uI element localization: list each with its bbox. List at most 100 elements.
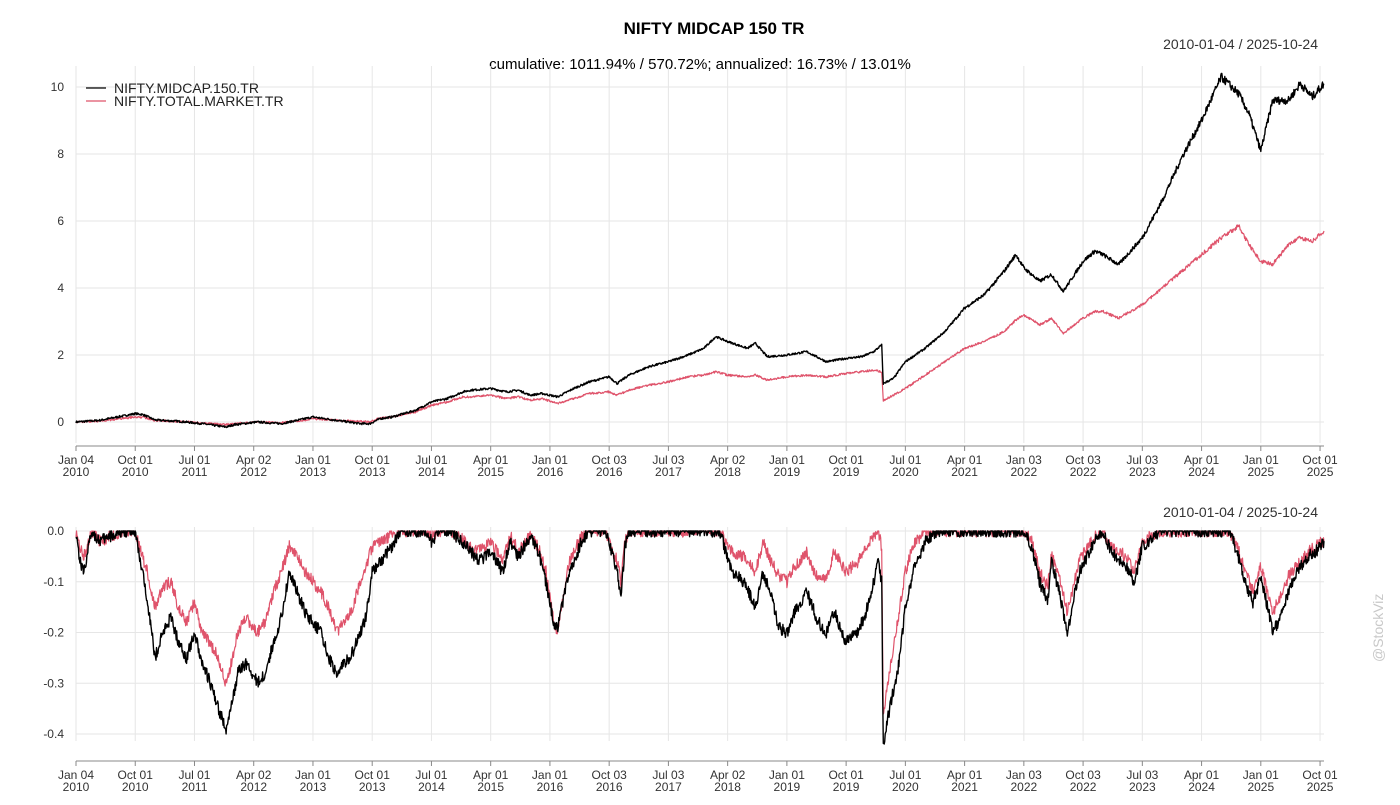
x-tick-year-label: 2022: [1010, 780, 1037, 794]
x-tick-label: Oct 01: [828, 768, 864, 782]
x-tick-label: Jul 01: [178, 768, 210, 782]
series-line-total-market: [75, 224, 1325, 427]
x-tick-year-label: 2018: [714, 780, 741, 794]
x-tick-label: Jan 01: [532, 453, 568, 467]
x-tick-label: Oct 01: [1302, 453, 1338, 467]
x-tick-label: Jul 03: [1126, 453, 1158, 467]
top-panel-series: [75, 72, 1325, 429]
x-tick-year-label: 2022: [1070, 465, 1097, 479]
y-tick-label: 6: [57, 214, 64, 228]
x-tick-year-label: 2010: [122, 780, 149, 794]
x-tick-label: Oct 03: [591, 768, 627, 782]
x-tick-year-label: 2010: [122, 465, 149, 479]
x-tick-label: Jan 04: [58, 768, 94, 782]
x-tick-year-label: 2011: [182, 780, 208, 794]
x-tick-label: Jan 01: [1243, 453, 1279, 467]
x-tick-year-label: 2010: [63, 465, 90, 479]
top-panel-y-axis: 0 2 4 6 8 10: [51, 80, 65, 429]
x-tick-label: Jul 01: [178, 453, 210, 467]
x-tick-year-label: 2023: [1129, 465, 1156, 479]
y-tick-label: -0.1: [43, 575, 64, 589]
x-tick-year-label: 2023: [1129, 780, 1156, 794]
x-tick-year-label: 2013: [359, 465, 386, 479]
x-tick-year-label: 2022: [1010, 465, 1037, 479]
x-tick-year-label: 2024: [1188, 780, 1215, 794]
x-tick-label: Oct 01: [118, 453, 154, 467]
x-tick-label: Jan 01: [295, 768, 331, 782]
x-tick-label: Jan 04: [58, 453, 94, 467]
top-panel-grid: [75, 66, 1324, 443]
bottom-panel-series: [75, 530, 1325, 745]
x-tick-year-label: 2016: [596, 780, 623, 794]
x-tick-year-label: 2014: [418, 465, 445, 479]
chart-title: NIFTY MIDCAP 150 TR: [624, 19, 805, 38]
x-tick-year-label: 2013: [300, 780, 327, 794]
x-tick-label: Oct 03: [1065, 768, 1101, 782]
x-tick-year-label: 2025: [1247, 465, 1274, 479]
x-tick-label: Jul 03: [652, 768, 684, 782]
bottom-panel-y-axis: 0.0 -0.1 -0.2 -0.3 -0.4: [43, 524, 64, 741]
x-tick-year-label: 2015: [477, 465, 504, 479]
series-line-midcap: [75, 530, 1325, 745]
x-tick-year-label: 2016: [537, 465, 564, 479]
legend: NIFTY.MIDCAP.150.TR NIFTY.TOTAL.MARKET.T…: [86, 80, 284, 109]
x-tick-label: Oct 01: [828, 453, 864, 467]
x-tick-label: Oct 01: [118, 768, 154, 782]
x-tick-year-label: 2014: [418, 780, 445, 794]
x-tick-label: Jan 03: [1006, 453, 1042, 467]
x-tick-label: Jan 01: [295, 453, 331, 467]
legend-label-total-market: NIFTY.TOTAL.MARKET.TR: [114, 93, 284, 109]
x-tick-year-label: 2012: [240, 465, 267, 479]
x-tick-year-label: 2020: [892, 780, 919, 794]
x-tick-label: Apr 01: [1184, 453, 1220, 467]
y-tick-label: 4: [57, 281, 64, 295]
x-tick-year-label: 2021: [951, 780, 978, 794]
x-tick-year-label: 2017: [655, 465, 682, 479]
x-tick-year-label: 2010: [63, 780, 90, 794]
x-tick-label: Apr 02: [236, 453, 272, 467]
x-tick-year-label: 2025: [1307, 780, 1334, 794]
x-tick-label: Oct 01: [355, 453, 391, 467]
chart-subtitle: cumulative: 1011.94% / 570.72%; annualiz…: [489, 56, 911, 73]
x-tick-year-label: 2024: [1188, 465, 1215, 479]
x-tick-year-label: 2018: [714, 465, 741, 479]
x-tick-year-label: 2017: [655, 780, 682, 794]
x-tick-label: Jul 01: [889, 453, 921, 467]
x-tick-year-label: 2013: [300, 465, 327, 479]
x-tick-year-label: 2011: [182, 465, 208, 479]
y-tick-label: 0: [57, 415, 64, 429]
x-tick-label: Jan 01: [532, 768, 568, 782]
x-tick-label: Apr 01: [1184, 768, 1220, 782]
x-tick-label: Oct 01: [355, 768, 391, 782]
x-tick-label: Apr 01: [947, 453, 983, 467]
x-tick-year-label: 2019: [833, 780, 860, 794]
y-tick-label: -0.2: [43, 626, 64, 640]
x-tick-year-label: 2016: [537, 780, 564, 794]
x-tick-year-label: 2019: [774, 780, 801, 794]
y-tick-label: 2: [57, 348, 64, 362]
legend-label-midcap: NIFTY.MIDCAP.150.TR: [114, 80, 259, 96]
y-tick-label: 0.0: [47, 524, 64, 538]
x-tick-label: Jul 01: [415, 453, 447, 467]
x-tick-label: Jan 01: [1243, 768, 1279, 782]
x-tick-label: Oct 03: [591, 453, 627, 467]
x-tick-label: Jul 01: [415, 768, 447, 782]
x-tick-label: Jan 01: [769, 453, 805, 467]
x-tick-year-label: 2025: [1307, 465, 1334, 479]
date-range-top: 2010-01-04 / 2025-10-24: [1163, 36, 1318, 52]
x-tick-label: Oct 01: [1302, 768, 1338, 782]
series-line-midcap: [75, 72, 1325, 429]
x-tick-year-label: 2015: [477, 780, 504, 794]
x-tick-year-label: 2019: [833, 465, 860, 479]
x-tick-label: Apr 01: [473, 453, 509, 467]
x-tick-label: Oct 03: [1065, 453, 1101, 467]
x-tick-year-label: 2020: [892, 465, 919, 479]
x-tick-year-label: 2012: [240, 780, 267, 794]
x-tick-year-label: 2025: [1247, 780, 1274, 794]
y-tick-label: -0.3: [43, 676, 64, 690]
x-tick-label: Apr 01: [947, 768, 983, 782]
